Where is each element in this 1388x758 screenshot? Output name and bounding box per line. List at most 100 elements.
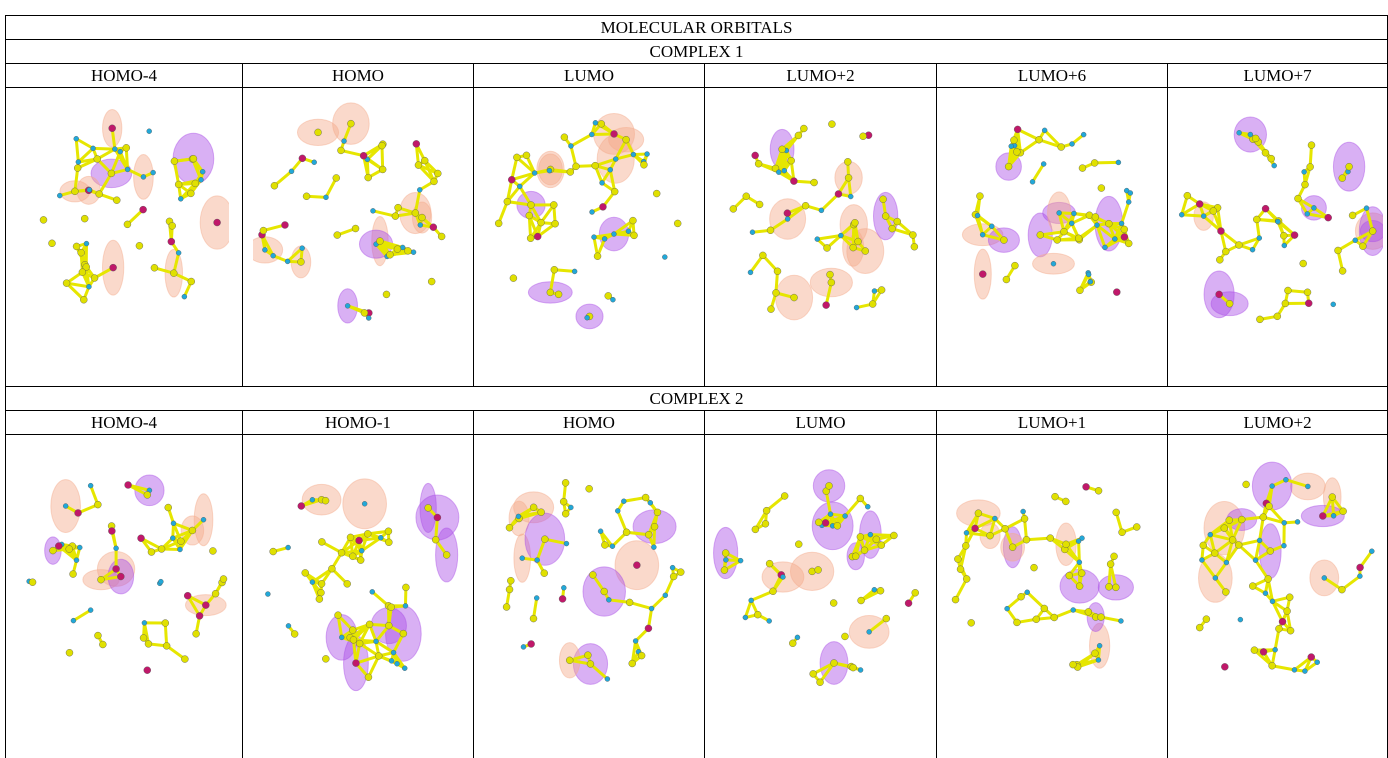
atom xyxy=(63,504,68,509)
atom xyxy=(1281,243,1286,248)
atom xyxy=(151,170,156,175)
atom xyxy=(170,270,177,277)
atom xyxy=(986,532,993,539)
atom xyxy=(629,217,636,224)
atom xyxy=(606,597,611,602)
atom xyxy=(333,174,340,181)
atom xyxy=(1269,662,1276,669)
section-title: COMPLEX 1 xyxy=(6,40,1388,64)
atom xyxy=(572,163,579,170)
atom xyxy=(29,579,36,586)
atom xyxy=(555,291,562,298)
atom xyxy=(802,202,809,209)
atom xyxy=(387,604,394,611)
atom xyxy=(503,603,510,610)
atom xyxy=(1271,163,1276,168)
image-cell xyxy=(705,435,937,758)
atom xyxy=(873,536,880,543)
atom xyxy=(1032,616,1039,623)
atom xyxy=(1098,185,1105,192)
atom xyxy=(147,129,152,134)
atom xyxy=(113,197,120,204)
atom xyxy=(96,191,103,198)
atom xyxy=(202,602,209,609)
atom xyxy=(1311,205,1316,210)
atom xyxy=(776,170,781,175)
orbital-image xyxy=(1173,92,1383,382)
atom xyxy=(767,618,772,623)
atom xyxy=(1201,214,1206,219)
atom xyxy=(141,174,146,179)
column-header-row: HOMO-4HOMO-1HOMOLUMOLUMO+1LUMO+2 xyxy=(6,411,1388,435)
atom xyxy=(124,481,131,488)
atom xyxy=(852,553,859,560)
atom xyxy=(1221,525,1228,532)
atom xyxy=(349,636,356,643)
atom xyxy=(602,236,607,241)
atom xyxy=(506,586,513,593)
atom xyxy=(1281,300,1288,307)
atom xyxy=(412,210,419,217)
atom xyxy=(572,269,577,274)
atom xyxy=(1222,248,1229,255)
atom xyxy=(615,508,620,513)
atom xyxy=(1338,175,1345,182)
atom xyxy=(1224,560,1229,565)
atom xyxy=(1118,529,1125,536)
atom xyxy=(356,640,363,647)
atom xyxy=(79,269,86,276)
atom xyxy=(1273,313,1280,320)
atom xyxy=(1058,144,1065,151)
atom xyxy=(339,635,344,640)
atom xyxy=(1215,291,1222,298)
atom xyxy=(1339,267,1346,274)
bond xyxy=(571,134,592,146)
orbital-image xyxy=(19,92,229,382)
atom xyxy=(963,530,968,535)
atom xyxy=(838,233,843,238)
atom xyxy=(752,526,759,533)
atom xyxy=(843,514,848,519)
section-row: COMPLEX 1 xyxy=(6,40,1388,64)
atom xyxy=(291,630,298,637)
atom xyxy=(178,196,183,201)
atom xyxy=(1305,484,1310,489)
atom xyxy=(1267,548,1274,555)
atom xyxy=(826,482,833,489)
image-row xyxy=(6,88,1388,387)
atom xyxy=(364,674,371,681)
atom xyxy=(360,152,367,159)
atom xyxy=(547,289,554,296)
atom xyxy=(394,246,401,253)
atom xyxy=(763,507,770,514)
atom xyxy=(323,195,328,200)
atom xyxy=(640,161,647,168)
atom xyxy=(88,483,93,488)
atom xyxy=(1092,213,1099,220)
atom xyxy=(1116,160,1121,165)
atom xyxy=(1112,584,1119,591)
atom xyxy=(645,531,652,538)
atom xyxy=(592,162,599,169)
atom xyxy=(530,615,537,622)
atom xyxy=(1046,535,1053,542)
atom xyxy=(345,303,350,308)
atom xyxy=(589,132,594,137)
atom xyxy=(767,227,774,234)
atom xyxy=(566,657,573,664)
atom xyxy=(670,573,677,580)
atom xyxy=(1216,256,1223,263)
atom xyxy=(830,659,837,666)
atom xyxy=(188,278,195,285)
atom xyxy=(369,589,374,594)
atom xyxy=(1105,583,1112,590)
atom xyxy=(1062,498,1069,505)
atom xyxy=(723,557,728,562)
atom xyxy=(378,535,383,540)
image-cell xyxy=(937,435,1168,758)
atom xyxy=(212,590,219,597)
atom xyxy=(48,240,55,247)
atom xyxy=(1369,549,1374,554)
image-cell xyxy=(937,88,1168,387)
atom xyxy=(355,537,362,544)
